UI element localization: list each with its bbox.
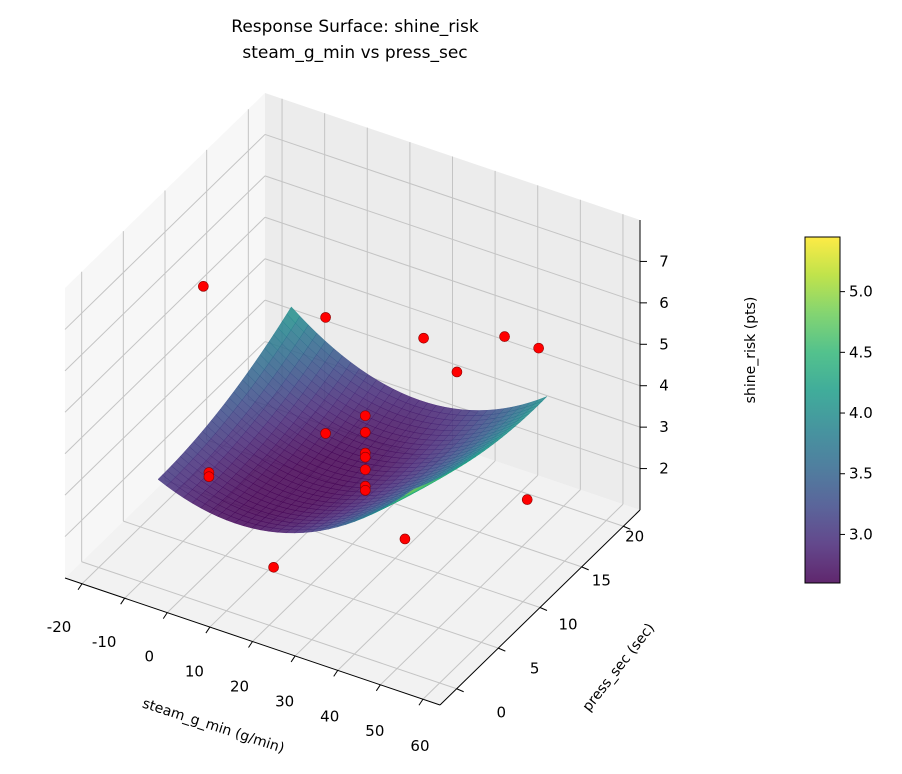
y-tick-label: 15 (592, 572, 611, 590)
x-tick (120, 597, 126, 605)
y-axis-label: press_sec (sec) (580, 620, 659, 714)
data-point (418, 332, 429, 344)
data-point (451, 366, 463, 378)
z-tick-label: 2 (659, 460, 669, 478)
x-tick-label: 60 (410, 737, 429, 755)
x-tick (248, 641, 253, 648)
y-gridline (81, 561, 457, 690)
x-tick (418, 698, 424, 706)
colorbar-tick-label: 3.0 (849, 525, 873, 543)
z-gridline (264, 133, 641, 262)
x-tick (77, 583, 83, 591)
z-gridline (64, 299, 266, 496)
x-tick-label: 20 (230, 678, 249, 696)
data-point (359, 427, 371, 438)
z-tick-label: 7 (659, 252, 669, 270)
y-tick-label: 20 (625, 528, 644, 546)
z-gridline (64, 341, 266, 537)
data-point (359, 451, 371, 463)
z-tick-label: 4 (659, 377, 669, 395)
y-tick (498, 647, 506, 652)
y-tick-label: 0 (497, 703, 507, 721)
chart-title-line2: steam_g_min vs press_sec (242, 43, 467, 63)
y-tick (456, 688, 464, 693)
x-tick-label: -10 (92, 633, 117, 651)
y-tick-label: 10 (558, 616, 577, 634)
x-tick-label: 0 (144, 648, 154, 666)
surface-patch (405, 487, 419, 496)
data-point (268, 561, 279, 573)
x-tick-label: 40 (320, 707, 339, 725)
data-point (399, 533, 411, 545)
y-gridline (123, 520, 499, 649)
z-tick-label: 3 (659, 418, 669, 436)
data-point (320, 312, 331, 323)
z-gridline (64, 216, 266, 413)
data-point (320, 428, 331, 439)
z-gridline (264, 175, 641, 304)
x-tick (205, 626, 211, 634)
x-axis-label: steam_g_min (g/min) (140, 696, 286, 757)
y-tick (581, 566, 589, 571)
colorbar-tick-label: 5.0 (849, 283, 873, 301)
data-point (533, 342, 544, 354)
y-tick-label: 5 (530, 659, 540, 677)
y-tick (623, 525, 631, 530)
data-point (499, 331, 510, 342)
z-tick-label: 6 (659, 294, 669, 312)
colorbar (804, 236, 841, 584)
chart-title-line1: Response Surface: shine_risk (231, 17, 479, 37)
x-tick-label: 50 (365, 722, 384, 740)
data-point (359, 464, 371, 475)
x-tick (162, 612, 168, 619)
z-axis-label: shine_risk (pts) (743, 297, 759, 404)
z-gridline (64, 258, 266, 455)
data-point (203, 471, 215, 483)
x-tick-label: 30 (275, 692, 294, 710)
x-tick (290, 655, 296, 663)
z-gridline (264, 258, 641, 387)
data-point (359, 410, 371, 422)
colorbar-tick-label: 4.0 (849, 404, 873, 422)
x-tick (375, 684, 381, 692)
data-point (359, 485, 371, 496)
colorbar-tick-label: 4.5 (849, 343, 873, 361)
data-point (198, 281, 209, 292)
x-tick-label: 10 (185, 663, 204, 681)
z-gridline (64, 175, 266, 372)
z-tick-label: 5 (659, 335, 669, 353)
colorbar-tick-label: 3.5 (849, 465, 873, 483)
y-tick (539, 607, 548, 611)
z-gridline (64, 134, 266, 330)
data-point (521, 494, 533, 505)
x-tick (333, 670, 339, 677)
x-tick-label: -20 (47, 618, 72, 636)
z-gridline (264, 216, 641, 345)
